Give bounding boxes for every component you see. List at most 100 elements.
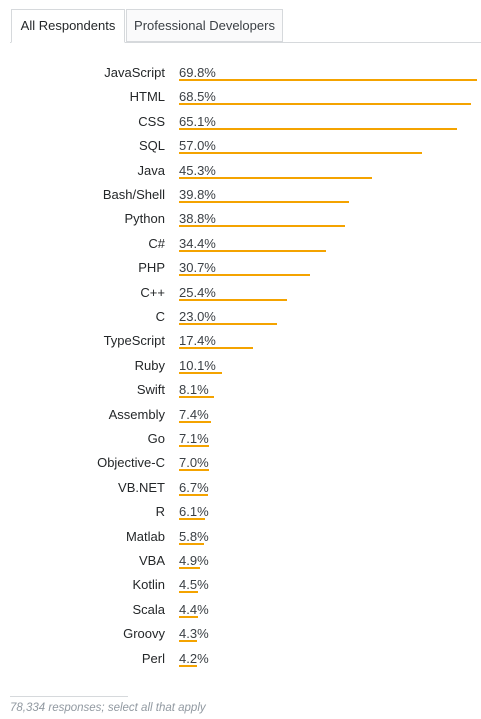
bar-row: HTML 68.5% (0, 84, 481, 108)
language-label: SQL (138, 138, 165, 154)
language-label: Groovy (123, 626, 165, 642)
bar (179, 103, 472, 106)
bar (179, 225, 345, 228)
language-label: C (155, 309, 165, 324)
percent-label: 6.1% (179, 504, 209, 520)
percent-label: 65.1% (179, 113, 216, 129)
bar (179, 152, 423, 155)
bar-row: Go 7.1% (0, 426, 481, 450)
bar (179, 664, 197, 667)
bar (179, 591, 199, 594)
bar-row: PHP 30.7% (0, 255, 481, 279)
language-label: Go (147, 431, 165, 446)
bar-row: TypeScript 17.4% (0, 328, 481, 352)
bar (179, 542, 204, 545)
percent-label: 4.9% (179, 553, 209, 568)
language-label: Kotlin (132, 577, 165, 593)
bar-row: JavaScript 69.8% (0, 60, 481, 84)
footer-divider (10, 696, 128, 697)
respondent-tabs: All Respondents Professional Developers (0, 0, 481, 43)
percent-label: 39.8% (179, 187, 216, 202)
language-label: C++ (140, 284, 165, 300)
language-label: Swift (136, 382, 165, 398)
bar-row: C# 34.4% (0, 231, 481, 255)
language-label: VBA (138, 553, 165, 568)
bar (179, 518, 206, 521)
bar-row: SQL 57.0% (0, 133, 481, 157)
bar (179, 298, 288, 301)
bar (179, 469, 209, 472)
percent-label: 34.4% (179, 235, 216, 251)
language-label: PHP (138, 260, 165, 276)
language-label: TypeScript (103, 333, 165, 349)
bar-row: VB.NET 6.7% (0, 475, 481, 499)
language-label: Perl (141, 650, 165, 666)
bar-row: Assembly 7.4% (0, 402, 481, 426)
language-label: Bash/Shell (102, 187, 165, 202)
bar-row: C++ 25.4% (0, 280, 481, 304)
percent-label: 8.1% (179, 382, 209, 398)
bar (179, 493, 208, 496)
bar (179, 274, 311, 277)
percent-label: 17.4% (179, 333, 216, 349)
language-label: CSS (138, 113, 165, 129)
language-label: Scala (132, 601, 165, 617)
percent-label: 7.4% (179, 406, 209, 422)
percent-label: 30.7% (179, 260, 216, 276)
percent-label: 6.7% (179, 479, 209, 495)
bar-row: VBA 4.9% (0, 548, 481, 572)
percent-label: 4.5% (179, 577, 209, 593)
percent-label: 4.4% (179, 601, 209, 617)
bar (179, 347, 254, 350)
bar-row: R 6.1% (0, 499, 481, 523)
percent-label: 7.1% (179, 431, 209, 446)
language-label: Java (137, 162, 165, 178)
bar (179, 127, 457, 130)
language-label: Objective-C (97, 455, 165, 471)
bar (179, 445, 210, 447)
bar (179, 396, 214, 399)
percent-label: 23.0% (179, 309, 216, 324)
bar-row: Ruby 10.1% (0, 353, 481, 377)
percent-label: 45.3% (179, 162, 216, 178)
language-label: R (155, 504, 165, 520)
language-label: Ruby (134, 357, 165, 373)
bar-row: CSS 65.1% (0, 109, 481, 133)
bar-row: Groovy 4.3% (0, 621, 481, 645)
responses-footnote: 78,334 responses; select all that apply (10, 702, 206, 714)
language-label: C# (148, 235, 165, 251)
language-label: Python (124, 211, 165, 227)
language-label: VB.NET (118, 479, 165, 495)
percent-label: 7.0% (179, 455, 209, 471)
bar-row: Swift 8.1% (0, 377, 481, 401)
language-label: Assembly (108, 406, 165, 422)
bar-row: Kotlin 4.5% (0, 572, 481, 596)
percent-label: 10.1% (179, 357, 216, 373)
percent-label: 5.8% (179, 528, 209, 544)
percent-label: 68.5% (179, 89, 216, 105)
bar (179, 420, 211, 423)
bar (179, 615, 198, 618)
bar-row: Java 45.3% (0, 158, 481, 182)
tab-professional-developers[interactable]: Professional Developers (126, 9, 283, 42)
bar (179, 176, 373, 179)
bar (179, 249, 326, 252)
bar-row: Scala 4.4% (0, 597, 481, 621)
bar-row: Python 38.8% (0, 206, 481, 230)
bar (179, 371, 223, 374)
percent-label: 69.8% (179, 65, 216, 80)
tabs-divider (10, 42, 481, 43)
percent-label: 38.8% (179, 211, 216, 227)
bar-row: C 23.0% (0, 304, 481, 328)
language-label: JavaScript (104, 65, 165, 80)
language-label: Matlab (125, 528, 165, 544)
bar-row: Matlab 5.8% (0, 524, 481, 548)
percent-label: 57.0% (179, 138, 216, 154)
tab-all-respondents[interactable]: All Respondents (11, 9, 125, 43)
percent-label: 4.2% (179, 650, 209, 666)
languages-bar-chart: JavaScript 69.8% HTML 68.5% CSS 65.1% SQL 57.0%… (0, 60, 481, 690)
bar (179, 323, 278, 325)
bar (179, 567, 200, 569)
bar (179, 79, 477, 81)
percent-label: 25.4% (179, 284, 216, 300)
